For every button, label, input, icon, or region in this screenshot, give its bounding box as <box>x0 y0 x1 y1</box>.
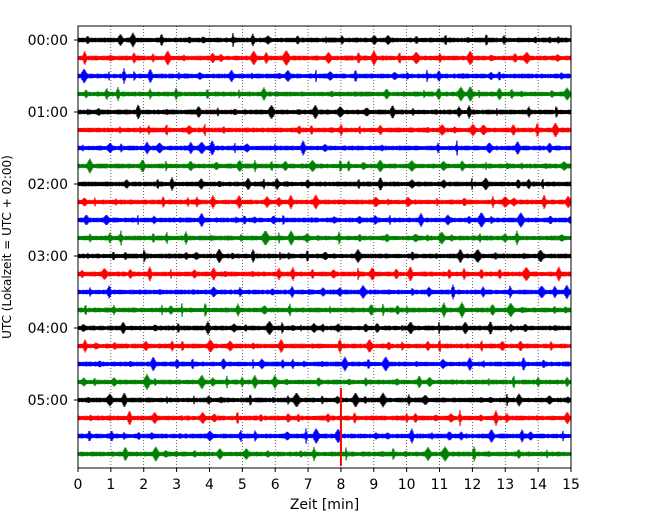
x-tick-label: 3 <box>172 477 181 493</box>
x-tick-label: 8 <box>336 477 345 493</box>
trace-02:15 <box>77 194 572 210</box>
x-axis-ticks: 0 1 2 3 4 5 6 7 8 9 10 11 12 13 14 15 <box>74 468 580 493</box>
y-tick-label: 00:00 <box>28 33 68 49</box>
trace-05:45 <box>77 446 572 462</box>
trace-05:30 <box>77 428 572 444</box>
trace-02:45 <box>77 230 572 246</box>
x-tick-label: 5 <box>238 477 247 493</box>
x-tick-label: 13 <box>496 477 514 493</box>
trace-00:00 <box>77 32 572 48</box>
x-tick-label: 1 <box>106 477 115 493</box>
trace-05:15 <box>77 410 572 426</box>
y-tick-label: 03:00 <box>28 249 68 265</box>
x-tick-label: 6 <box>271 477 280 493</box>
x-tick-label: 9 <box>369 477 378 493</box>
y-axis-ticks: 00:00 01:00 02:00 03:00 04:00 05:00 <box>28 33 78 409</box>
trace-04:45 <box>77 374 572 390</box>
trace-05:00 <box>77 392 572 408</box>
x-tick-label: 14 <box>529 477 547 493</box>
trace-00:45 <box>77 86 572 102</box>
x-tick-label: 2 <box>139 477 148 493</box>
trace-02:30 <box>77 212 572 228</box>
traces <box>77 32 572 466</box>
trace-03:30 <box>77 284 572 300</box>
x-tick-label: 0 <box>74 477 83 493</box>
trace-02:00 <box>77 177 572 191</box>
trace-01:00 <box>77 104 572 120</box>
trace-03:00 <box>77 248 572 264</box>
x-tick-label: 11 <box>431 477 449 493</box>
trace-01:15 <box>77 123 572 137</box>
y-tick-label: 01:00 <box>28 105 68 121</box>
trace-00:15 <box>77 50 572 66</box>
y-tick-label: 04:00 <box>28 321 68 337</box>
y-axis-label: UTC (Lokalzeit = UTC + 02:00) <box>0 155 14 339</box>
trace-03:15 <box>77 266 572 282</box>
plot-frame <box>77 25 572 469</box>
trace-00:30 <box>77 68 572 84</box>
y-tick-label: 02:00 <box>28 177 68 193</box>
trace-04:15 <box>77 339 572 353</box>
trace-01:45 <box>77 158 572 174</box>
x-tick-label: 12 <box>463 477 481 493</box>
trace-03:45 <box>77 302 572 318</box>
trace-01:30 <box>77 140 572 156</box>
x-tick-label: 4 <box>205 477 214 493</box>
trace-04:00 <box>77 321 572 335</box>
x-tick-label: 10 <box>398 477 416 493</box>
y-tick-label: 05:00 <box>28 393 68 409</box>
x-tick-label: 15 <box>562 477 580 493</box>
trace-04:30 <box>77 356 572 372</box>
x-tick-label: 7 <box>304 477 313 493</box>
x-axis-label: Zeit [min] <box>290 497 359 513</box>
